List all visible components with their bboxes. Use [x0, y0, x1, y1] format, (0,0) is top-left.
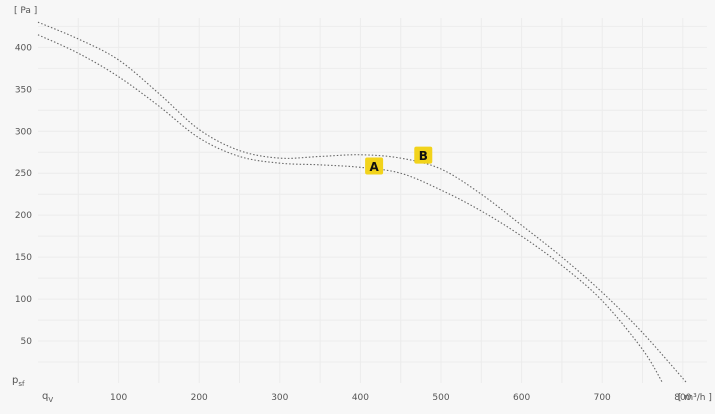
grid — [38, 18, 707, 383]
x-tick-label: 300 — [271, 393, 288, 403]
y-axis-symbol-main: p — [12, 375, 18, 386]
marker-label-A: A — [369, 160, 379, 174]
y-tick-label: 300 — [15, 127, 32, 137]
tick-labels: 100 200 300 400 500 600 700 800 50 100 150 200 250 30… — [15, 43, 692, 403]
y-tick-label: 200 — [15, 211, 32, 221]
x-axis-symbol: qV — [42, 391, 53, 404]
x-tick-label: 800 — [674, 393, 691, 403]
curve-B — [37, 21, 688, 384]
marker-label-B: B — [419, 149, 428, 163]
y-tick-label: 50 — [21, 337, 33, 347]
x-tick-label: 200 — [191, 393, 208, 403]
y-tick-label: 250 — [15, 169, 32, 179]
x-axis-unit: [ m³/h ] — [678, 393, 712, 403]
y-tick-label: 150 — [15, 253, 32, 263]
x-tick-label: 100 — [110, 393, 127, 403]
y-axis-symbol-sub: sf — [18, 380, 25, 388]
marker-box-B — [414, 146, 433, 164]
y-tick-label: 100 — [15, 295, 32, 305]
y-axis-unit: [ Pa ] — [14, 6, 37, 16]
x-tick-label: 400 — [352, 393, 369, 403]
x-tick-label: 700 — [594, 393, 611, 403]
y-tick-label: 350 — [15, 85, 32, 95]
marker-box-A — [365, 157, 384, 175]
x-axis-symbol-sub: V — [48, 396, 53, 404]
x-tick-label: 500 — [432, 393, 449, 403]
markers: AB — [365, 146, 433, 175]
curve-A — [37, 34, 664, 384]
y-axis-symbol: psf — [12, 375, 25, 388]
curves — [37, 21, 688, 384]
y-tick-label: 400 — [15, 43, 32, 53]
x-tick-label: 600 — [513, 393, 530, 403]
x-axis-symbol-main: q — [42, 391, 48, 402]
